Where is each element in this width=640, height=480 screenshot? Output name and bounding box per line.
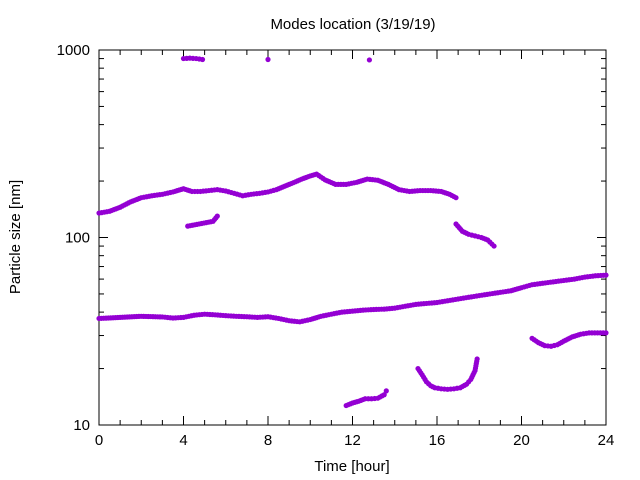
x-tick-label: 12 bbox=[344, 432, 361, 449]
data-point bbox=[214, 213, 220, 219]
x-axis-label: Time [hour] bbox=[314, 458, 389, 475]
x-tick-label: 24 bbox=[598, 432, 615, 449]
data-point bbox=[474, 356, 480, 362]
x-tick-label: 8 bbox=[264, 432, 272, 449]
x-tick-label: 4 bbox=[179, 432, 187, 449]
data-point bbox=[366, 57, 372, 63]
data-point bbox=[603, 272, 609, 278]
data-point bbox=[453, 195, 459, 201]
data-point bbox=[383, 388, 389, 394]
y-tick-label: 100 bbox=[65, 230, 90, 247]
x-tick-label: 16 bbox=[429, 432, 446, 449]
y-tick-label: 1000 bbox=[57, 42, 90, 59]
y-tick-label: 10 bbox=[73, 417, 90, 434]
tick-labels: 0 4 8 12 16 20 24 10 100 1000 bbox=[57, 42, 615, 449]
data-points bbox=[96, 55, 609, 409]
data-point bbox=[265, 56, 271, 63]
data-point bbox=[603, 330, 609, 336]
chart-title: Modes location (3/19/19) bbox=[270, 16, 435, 33]
data-point bbox=[199, 56, 206, 63]
x-tick-label: 20 bbox=[513, 432, 530, 449]
axis-ticks bbox=[98, 49, 607, 426]
x-tick-label: 0 bbox=[95, 432, 103, 449]
data-point bbox=[381, 392, 387, 398]
y-axis-label: Particle size [nm] bbox=[7, 180, 24, 294]
data-point bbox=[491, 243, 497, 249]
plot-frame bbox=[98, 49, 607, 426]
